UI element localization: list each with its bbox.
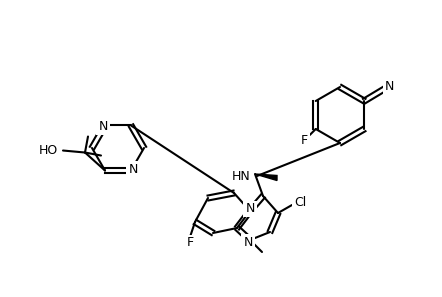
- Text: Cl: Cl: [294, 197, 306, 209]
- Text: F: F: [301, 133, 309, 146]
- Polygon shape: [255, 174, 277, 181]
- Text: N: N: [243, 236, 253, 249]
- Text: N: N: [98, 120, 108, 133]
- Text: HN: HN: [232, 170, 250, 182]
- Text: HO: HO: [39, 144, 58, 157]
- Text: F: F: [187, 236, 194, 249]
- Text: N: N: [128, 163, 138, 176]
- Text: N: N: [245, 203, 255, 216]
- Text: N: N: [385, 80, 394, 92]
